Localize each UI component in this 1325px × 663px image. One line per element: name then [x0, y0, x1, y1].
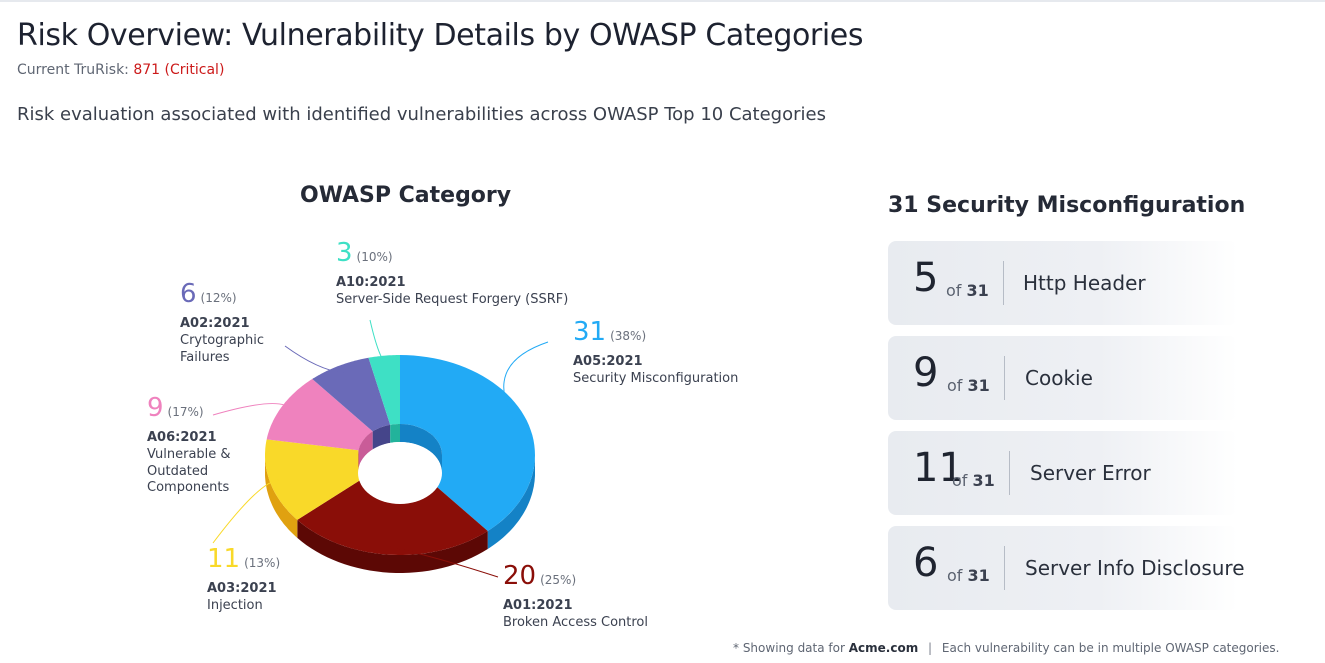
slice-name: Server-Side Request Forgery (SSRF)	[336, 291, 569, 307]
detail-label: Cookie	[1025, 366, 1093, 390]
total-count: 31	[972, 471, 995, 490]
slice-label-a01-2021: 20 (25%) A01:2021 Broken Access Control	[503, 560, 648, 632]
slice-name: Vulnerable &	[147, 446, 231, 462]
page-description: Risk evaluation associated with identifi…	[17, 104, 826, 125]
slice-count: 31	[573, 317, 607, 347]
slice-percent: (17%)	[167, 405, 204, 419]
slice-code: A10:2021	[336, 274, 406, 290]
slice-inner-wall	[372, 424, 391, 450]
detail-panel-title: 31 Security Misconfiguration	[888, 193, 1246, 218]
chart-title: OWASP Category	[300, 183, 512, 208]
slice-label-a05-2021: 31 (38%) A05:2021 Security Misconfiguration	[573, 316, 738, 388]
leader-line	[212, 403, 293, 416]
slice-count: 9	[147, 393, 164, 423]
slice-count: 6	[180, 279, 197, 309]
detail-of-total: of 31	[946, 281, 989, 300]
trurisk-label: Current TruRisk:	[17, 62, 129, 78]
slice-code: A05:2021	[573, 353, 643, 369]
slice-a10-2021[interactable]	[368, 355, 401, 425]
total-count: 31	[967, 376, 990, 395]
slice-percent: (13%)	[244, 556, 281, 570]
detail-of-total: of 31	[947, 376, 990, 395]
slice-percent: (25%)	[540, 573, 577, 587]
slice-percent: (12%)	[200, 291, 237, 305]
slice-name: Security Misconfiguration	[573, 370, 739, 386]
slice-inner-wall	[358, 431, 373, 469]
detail-card[interactable]: 11 of 31 Server Error	[888, 431, 1238, 515]
of-word: of	[947, 566, 963, 585]
slice-a01-2021[interactable]	[297, 475, 488, 555]
leader-line	[284, 345, 344, 374]
trurisk-value: 871 (Critical)	[133, 62, 225, 78]
slice-a05-2021[interactable]	[400, 355, 535, 531]
slice-name: Crytographic	[180, 332, 264, 348]
slice-name: Broken Access Control	[503, 614, 648, 630]
detail-count: 9	[913, 350, 939, 396]
slice-name: Components	[147, 480, 230, 496]
card-separator	[1003, 261, 1004, 305]
owasp-donut-chart	[212, 319, 549, 578]
slice-label-a02-2021: 6 (12%) A02:2021 Crytographic Failures	[180, 278, 264, 366]
slice-code: A02:2021	[180, 315, 250, 331]
footnote-domain: Acme.com	[848, 641, 919, 655]
slice-count: 11	[207, 544, 241, 574]
slice-label-a03-2021: 11 (13%) A03:2021 Injection	[207, 543, 280, 615]
leader-line	[503, 341, 549, 424]
leader-line	[212, 479, 281, 544]
slice-inner-wall	[400, 424, 442, 473]
slice-name: Failures	[180, 349, 230, 365]
detail-count: 6	[913, 540, 939, 586]
detail-of-total: of 31	[947, 566, 990, 585]
card-separator	[1009, 451, 1010, 495]
footnote-separator: |	[928, 641, 933, 655]
page-title: Risk Overview: Vulnerability Details by …	[17, 18, 864, 53]
slice-a06-2021[interactable]	[266, 379, 373, 451]
detail-count: 11	[913, 445, 964, 491]
slice-inner-wall	[390, 424, 400, 443]
slice-a02-2021[interactable]	[312, 357, 391, 432]
leader-line	[390, 546, 499, 578]
card-separator	[1004, 546, 1005, 590]
detail-card[interactable]: 5 of 31 Http Header	[888, 241, 1238, 325]
footnote-note: Each vulnerability can be in multiple OW…	[941, 641, 1280, 655]
detail-label: Http Header	[1023, 271, 1146, 295]
detail-count: 5	[913, 255, 939, 301]
leader-line	[369, 319, 386, 364]
top-divider	[0, 0, 1325, 2]
of-word: of	[952, 471, 968, 490]
slice-side-a05-2021	[487, 455, 535, 549]
total-count: 31	[966, 281, 989, 300]
of-word: of	[947, 376, 963, 395]
slice-code: A06:2021	[147, 429, 217, 445]
slice-name: Injection	[207, 597, 263, 613]
slice-count: 20	[503, 561, 537, 591]
slice-label-a06-2021: 9 (17%) A06:2021 Vulnerable & Outdated Compon…	[147, 392, 231, 497]
detail-card[interactable]: 9 of 31 Cookie	[888, 336, 1238, 420]
slice-a03-2021[interactable]	[265, 439, 369, 520]
slice-code: A03:2021	[207, 580, 277, 596]
slice-side-a03-2021	[265, 455, 298, 538]
card-separator	[1004, 356, 1005, 400]
slice-code: A01:2021	[503, 597, 573, 613]
detail-of-total: of 31	[952, 471, 995, 490]
trurisk-line: Current TruRisk: 871 (Critical)	[17, 62, 224, 78]
total-count: 31	[967, 566, 990, 585]
detail-label: Server Info Disclosure	[1025, 556, 1245, 580]
detail-card[interactable]: 6 of 31 Server Info Disclosure	[888, 526, 1245, 610]
donut-hole	[358, 442, 442, 504]
footnote-prefix: * Showing data for	[733, 641, 845, 655]
slice-percent: (38%)	[610, 329, 647, 343]
slice-name: Outdated	[147, 463, 209, 479]
slice-count: 3	[336, 238, 353, 268]
slice-percent: (10%)	[356, 250, 393, 264]
slice-inner-wall	[358, 450, 359, 473]
slice-label-a10-2021: 3 (10%) A10:2021 Server-Side Request Forger…	[336, 237, 568, 309]
of-word: of	[946, 281, 962, 300]
footnote: * Showing data for Acme.com | Each vulne…	[733, 641, 1279, 655]
detail-label: Server Error	[1030, 461, 1151, 485]
